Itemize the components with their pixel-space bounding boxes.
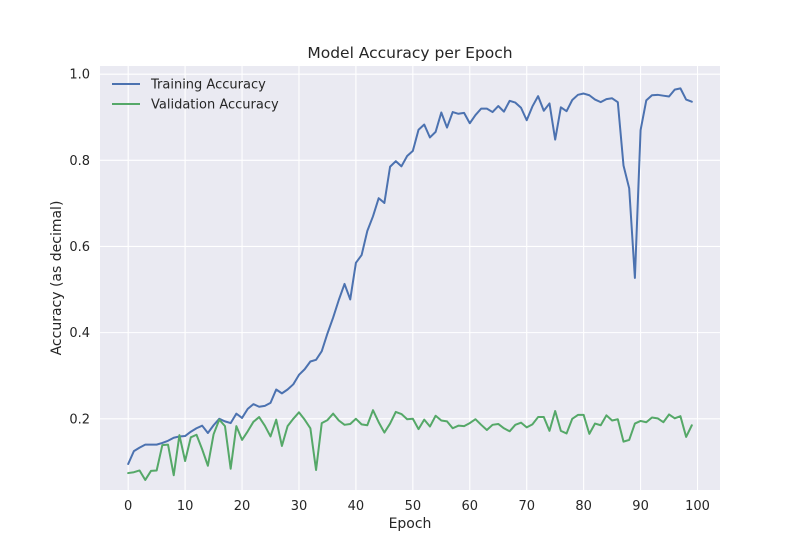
legend-label: Validation Accuracy <box>151 98 279 113</box>
x-tick-label: 90 <box>632 499 649 514</box>
y-tick-labels: 0.2 0.4 0.6 0.8 1.0 <box>69 68 90 428</box>
y-tick-label: 0.2 <box>69 412 90 427</box>
y-tick-label: 0.8 <box>69 154 90 169</box>
x-tick-label: 60 <box>462 499 479 514</box>
x-tick-label: 0 <box>124 499 132 514</box>
y-tick-label: 1.0 <box>69 68 90 83</box>
x-axis-label: Epoch <box>389 516 432 532</box>
x-tick-label: 40 <box>348 499 365 514</box>
grid-lines <box>100 66 720 490</box>
x-tick-label: 20 <box>234 499 251 514</box>
y-axis-label: Accuracy (as decimal) <box>49 201 65 356</box>
x-tick-label: 80 <box>575 499 592 514</box>
legend: Training Accuracy Validation Accuracy <box>112 78 279 113</box>
x-tick-label: 10 <box>177 499 194 514</box>
plot-area <box>100 66 720 490</box>
y-tick-label: 0.4 <box>69 326 90 341</box>
legend-label: Training Accuracy <box>150 78 266 93</box>
series-line-validation-accuracy <box>127 409 693 481</box>
x-tick-label: 70 <box>518 499 535 514</box>
x-tick-label: 50 <box>405 499 422 514</box>
series-line-training-accuracy <box>127 87 693 466</box>
series-lines <box>127 87 693 481</box>
x-tick-label: 100 <box>685 499 710 514</box>
x-tick-label: 30 <box>291 499 308 514</box>
y-tick-label: 0.6 <box>69 240 90 255</box>
chart-title: Model Accuracy per Epoch <box>307 44 512 62</box>
x-tick-labels: 0 10 20 30 40 50 60 70 80 90 100 <box>124 499 710 514</box>
